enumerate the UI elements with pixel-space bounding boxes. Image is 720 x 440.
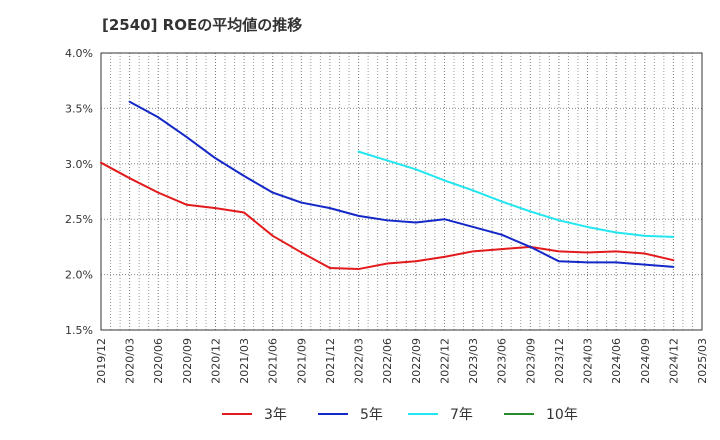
x-tick-label: 2023/09 xyxy=(524,338,537,384)
x-tick-label: 2020/09 xyxy=(181,338,194,384)
x-tick-label: 2020/03 xyxy=(124,338,137,384)
x-tick-label: 2022/12 xyxy=(438,338,451,384)
y-tick-label: 4.0% xyxy=(65,47,93,60)
grid xyxy=(100,52,703,331)
x-tick-label: 2024/03 xyxy=(582,338,595,384)
x-tick-label: 2025/03 xyxy=(696,338,709,384)
x-tick-label: 2023/06 xyxy=(496,338,509,384)
x-tick-label: 2021/03 xyxy=(238,338,251,384)
y-tick-label: 1.5% xyxy=(65,324,93,337)
series-line xyxy=(100,161,675,271)
y-tick-label: 3.0% xyxy=(65,158,93,171)
x-tick-label: 2021/06 xyxy=(267,338,280,384)
x-tick-label: 2022/03 xyxy=(353,338,366,384)
x-tick-label: 2019/12 xyxy=(95,338,108,384)
x-tick-label: 2024/06 xyxy=(610,338,623,384)
x-tick-label: 2024/09 xyxy=(639,338,652,384)
axes: 1.5% 2.0% 2.5% 3.0% 3.5% 4.0% 2019/12 2020/03 20… xyxy=(65,47,709,384)
series-line xyxy=(128,100,675,268)
x-tick-label: 2021/09 xyxy=(295,338,308,384)
series-line xyxy=(357,150,675,238)
legend-label: 5年 xyxy=(360,407,383,423)
x-tick-label: 2020/12 xyxy=(209,338,222,384)
y-tick-label: 2.0% xyxy=(65,269,93,282)
x-tick-label: 2024/12 xyxy=(667,338,680,384)
x-tick-label: 2022/09 xyxy=(410,338,423,384)
x-tick-label: 2023/12 xyxy=(553,338,566,384)
x-tick-label: 2021/12 xyxy=(324,338,337,384)
y-tick-label: 2.5% xyxy=(65,213,93,226)
plot-frame xyxy=(100,52,703,331)
legend-label: 3年 xyxy=(264,407,287,423)
chart-title: [2540] ROEの平均値の推移 xyxy=(102,16,303,34)
legend-label: 10年 xyxy=(546,407,578,423)
series-lines xyxy=(100,100,675,271)
x-tick-label: 2023/03 xyxy=(467,338,480,384)
y-tick-label: 3.5% xyxy=(65,102,93,115)
legend-label: 7年 xyxy=(450,407,473,423)
x-tick-label: 2020/06 xyxy=(152,338,165,384)
x-tick-label: 2022/06 xyxy=(381,338,394,384)
legend: 3年 5年 7年 10年 xyxy=(222,407,578,423)
